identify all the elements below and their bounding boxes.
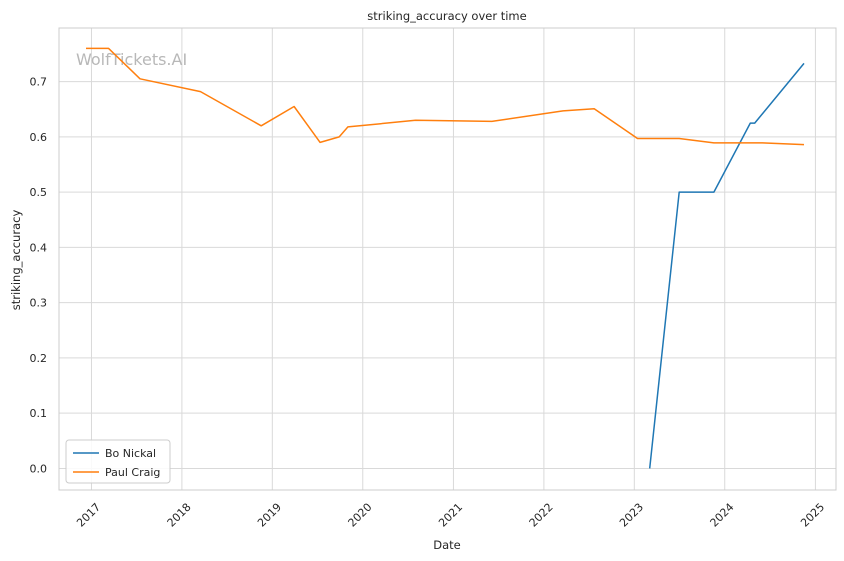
y-tick-labels: 0.0 0.1 0.2 0.3 0.4 0.5 0.6 0.7 [30, 76, 48, 476]
y-axis-title: striking_accuracy [9, 210, 23, 311]
y-tick-label: 0.3 [30, 297, 48, 310]
y-tick-label: 0.7 [30, 76, 48, 89]
y-tick-label: 0.2 [30, 352, 48, 365]
y-tick-label: 0.0 [30, 462, 48, 475]
y-tick-label: 0.5 [30, 186, 48, 199]
y-tick-label: 0.6 [30, 131, 48, 144]
legend-label-bo-nickal: Bo Nickal [105, 447, 156, 460]
plot-frame [58, 27, 837, 491]
legend-label-paul-craig: Paul Craig [105, 466, 160, 479]
series-line-paul-craig [86, 47, 805, 146]
grid [59, 28, 836, 490]
x-axis-title: Date [433, 538, 461, 552]
legend: Bo Nickal Paul Craig [65, 439, 171, 484]
y-tick-label: 0.1 [30, 407, 48, 420]
series-lines [86, 47, 805, 469]
chart-title: striking_accuracy over time [367, 9, 526, 23]
y-tick-label: 0.4 [30, 241, 48, 254]
series-line-bo-nickal [648, 62, 805, 469]
watermark: WolfTickets.AI [76, 50, 187, 69]
